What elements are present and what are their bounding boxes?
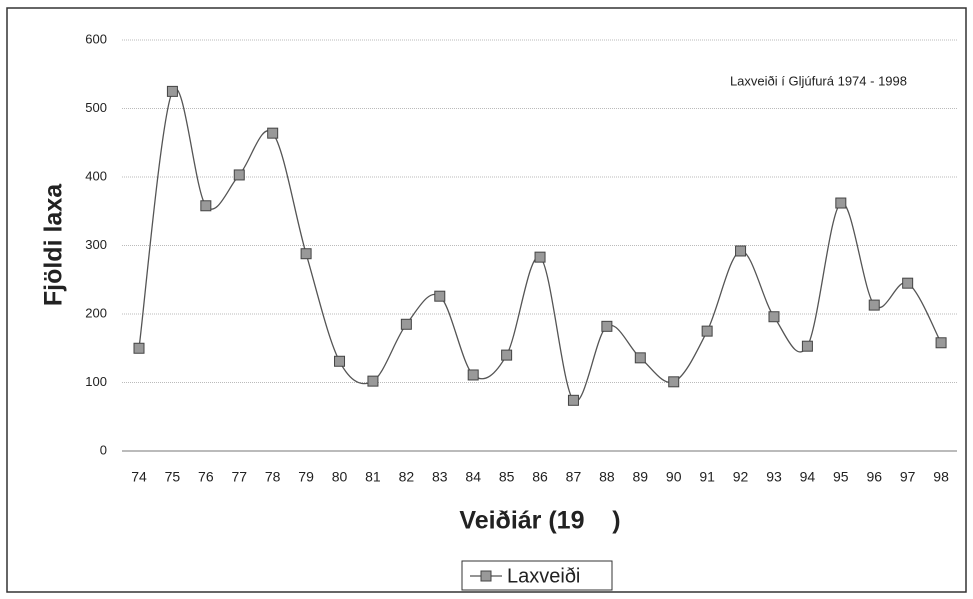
marker xyxy=(300,248,312,260)
marker xyxy=(902,277,914,289)
marker xyxy=(467,369,479,381)
y-tick-label: 600 xyxy=(85,31,107,46)
y-tick-label: 300 xyxy=(85,237,107,252)
x-tick-label: 91 xyxy=(699,469,715,485)
x-tick-label: 82 xyxy=(399,469,415,485)
x-tick-label: 93 xyxy=(766,469,782,485)
x-tick-label: 94 xyxy=(800,469,816,485)
marker xyxy=(534,251,546,263)
y-tick-label: 200 xyxy=(85,305,107,320)
x-tick-label: 90 xyxy=(666,469,682,485)
x-tick-label: 78 xyxy=(265,469,281,485)
legend-marker xyxy=(480,570,492,582)
marker xyxy=(701,325,713,337)
x-tick-label: 84 xyxy=(465,469,481,485)
x-tick-label: 77 xyxy=(231,469,247,485)
marker xyxy=(367,375,379,387)
y-tick-label: 0 xyxy=(100,442,107,457)
x-tick-label: 83 xyxy=(432,469,448,485)
marker xyxy=(668,376,680,388)
x-tick-label: 92 xyxy=(733,469,749,485)
chart-frame xyxy=(6,7,967,593)
marker xyxy=(835,197,847,209)
marker xyxy=(233,169,245,181)
marker xyxy=(601,320,613,332)
x-tick-label: 97 xyxy=(900,469,916,485)
marker xyxy=(200,200,212,212)
marker xyxy=(133,342,145,354)
marker xyxy=(634,352,646,364)
marker xyxy=(768,311,780,323)
marker xyxy=(334,355,346,367)
series-line xyxy=(138,87,942,402)
marker xyxy=(434,290,446,302)
x-tick-label: 98 xyxy=(933,469,949,485)
marker xyxy=(400,318,412,330)
x-tick-label: 75 xyxy=(165,469,181,485)
x-tick-label: 88 xyxy=(599,469,615,485)
marker xyxy=(735,245,747,257)
marker xyxy=(801,340,813,352)
x-axis-label: Veiðiár (19 ) xyxy=(459,507,620,535)
x-tick-label: 89 xyxy=(633,469,649,485)
x-tick-label: 96 xyxy=(866,469,882,485)
marker xyxy=(267,127,279,139)
x-tick-label: 76 xyxy=(198,469,214,485)
x-tick-label: 79 xyxy=(298,469,314,485)
x-tick-label: 85 xyxy=(499,469,515,485)
y-tick-label: 400 xyxy=(85,168,107,183)
y-tick-label: 100 xyxy=(85,374,107,389)
legend-label: Laxveiði xyxy=(507,565,580,587)
x-tick-label: 74 xyxy=(131,469,147,485)
marker xyxy=(868,299,880,311)
marker xyxy=(567,394,579,406)
annotation: Laxveiði í Gljúfurá 1974 - 1998 xyxy=(730,73,907,88)
x-tick-label: 95 xyxy=(833,469,849,485)
y-axis-label: Fjöldi laxa xyxy=(40,183,68,306)
x-tick-label: 87 xyxy=(566,469,582,485)
marker xyxy=(935,337,947,349)
marker xyxy=(501,349,513,361)
x-tick-label: 81 xyxy=(365,469,381,485)
y-tick-label: 500 xyxy=(85,100,107,115)
marker xyxy=(166,85,178,97)
x-tick-label: 80 xyxy=(332,469,348,485)
x-tick-label: 86 xyxy=(532,469,548,485)
